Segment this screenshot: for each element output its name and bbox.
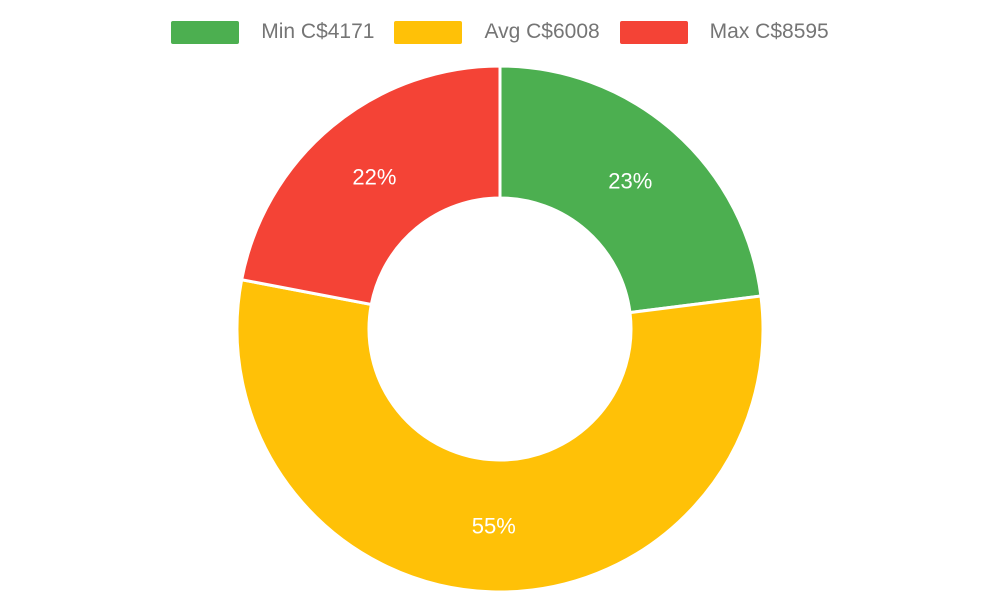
- legend-swatch-min: [171, 20, 240, 44]
- donut-slice-max[interactable]: [239, 64, 502, 307]
- slice-label-avg: 55%: [472, 513, 516, 538]
- legend-item-min[interactable]: Min C$4171: [171, 20, 374, 44]
- slice-label-min: 23%: [608, 169, 652, 194]
- legend-swatch-max: [619, 20, 688, 44]
- legend-label-avg: Avg C$6008: [484, 20, 600, 43]
- legend-label-max: Max C$8595: [709, 20, 829, 43]
- legend-item-avg[interactable]: Avg C$6008: [394, 20, 600, 44]
- chart-legend: Min C$4171 Avg C$6008 Max C$8595: [0, 20, 1000, 44]
- legend-label-min: Min C$4171: [261, 20, 375, 43]
- slice-label-max: 22%: [352, 165, 396, 190]
- donut-slice-avg[interactable]: [235, 277, 765, 594]
- legend-swatch-avg: [394, 20, 463, 44]
- legend-item-max[interactable]: Max C$8595: [619, 20, 829, 44]
- donut-slice-min[interactable]: [498, 64, 763, 315]
